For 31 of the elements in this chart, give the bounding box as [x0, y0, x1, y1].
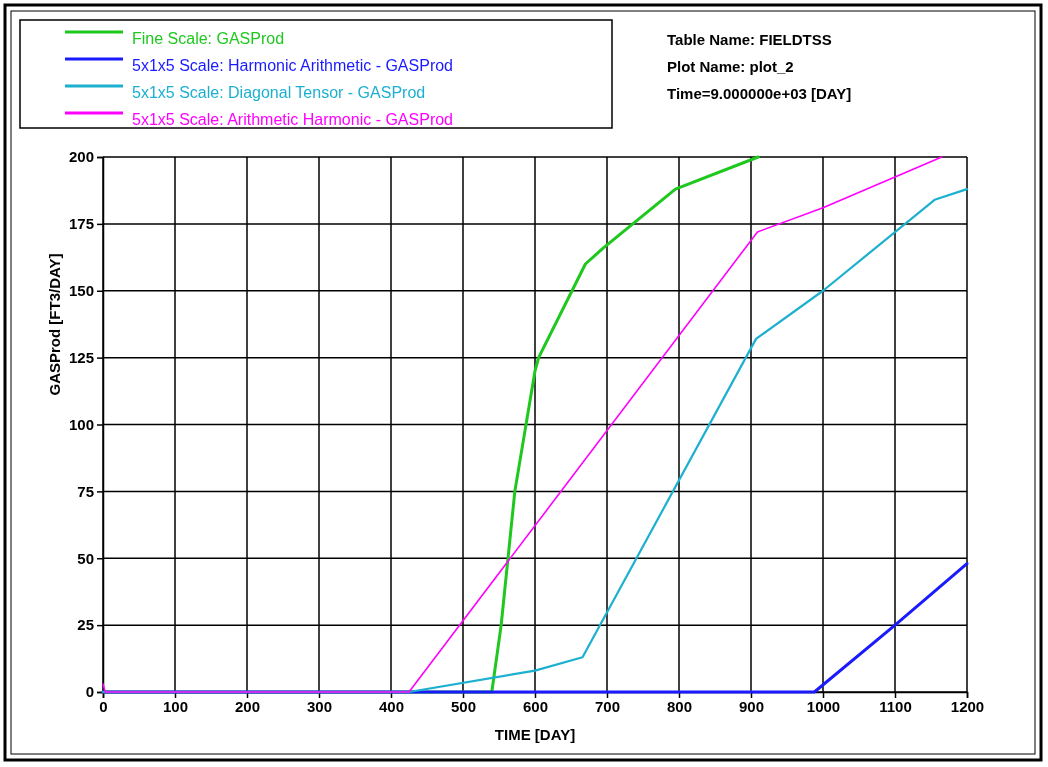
x-tick-label: 1100	[879, 697, 912, 715]
x-tick-label: 800	[666, 697, 693, 715]
y-tick-label: 200	[68, 148, 94, 166]
text: Table Name: FIELDTSS	[667, 31, 832, 48]
x-tick-label: 700	[594, 697, 621, 715]
y-tick-label: 25	[77, 616, 94, 634]
y-tick-label: 75	[77, 482, 94, 500]
x-tick-label: 300	[306, 697, 333, 715]
x-tick-label: 1000	[806, 697, 841, 715]
legend-label: 5x1x5 Scale: Harmonic Arithmetic - GASProd	[132, 57, 454, 74]
y-axis-title: GASProd [FT3/DAY]	[46, 253, 63, 396]
y-tick-label: 150	[68, 282, 94, 300]
x-axis-title: TIME [DAY]	[494, 726, 576, 743]
y-tick-label: 50	[77, 549, 94, 567]
legend-label: 5x1x5 Scale: Arithmetic Harmonic - GASProd	[132, 111, 454, 128]
legend-label: Fine Scale: GASProd	[132, 30, 285, 47]
y-tick-label: 175	[68, 215, 94, 233]
text: Plot Name: plot_2	[667, 58, 794, 75]
y-tick-label: 0	[85, 683, 94, 701]
y-tick-label: 100	[68, 415, 94, 433]
y-tick-label: 125	[68, 348, 94, 366]
x-tick-label: 200	[234, 697, 261, 715]
legend-label: 5x1x5 Scale: Diagonal Tensor - GASProd	[132, 84, 426, 101]
x-tick-label: 0	[99, 697, 108, 715]
x-tick-label: 1200	[950, 697, 985, 715]
x-tick-label: 500	[450, 697, 477, 715]
x-tick-label: 600	[522, 697, 549, 715]
text: Time=9.000000e+03 [DAY]	[667, 85, 852, 102]
x-tick-label: 900	[738, 697, 765, 715]
x-tick-label: 100	[162, 697, 189, 715]
x-tick-label: 400	[378, 697, 405, 715]
